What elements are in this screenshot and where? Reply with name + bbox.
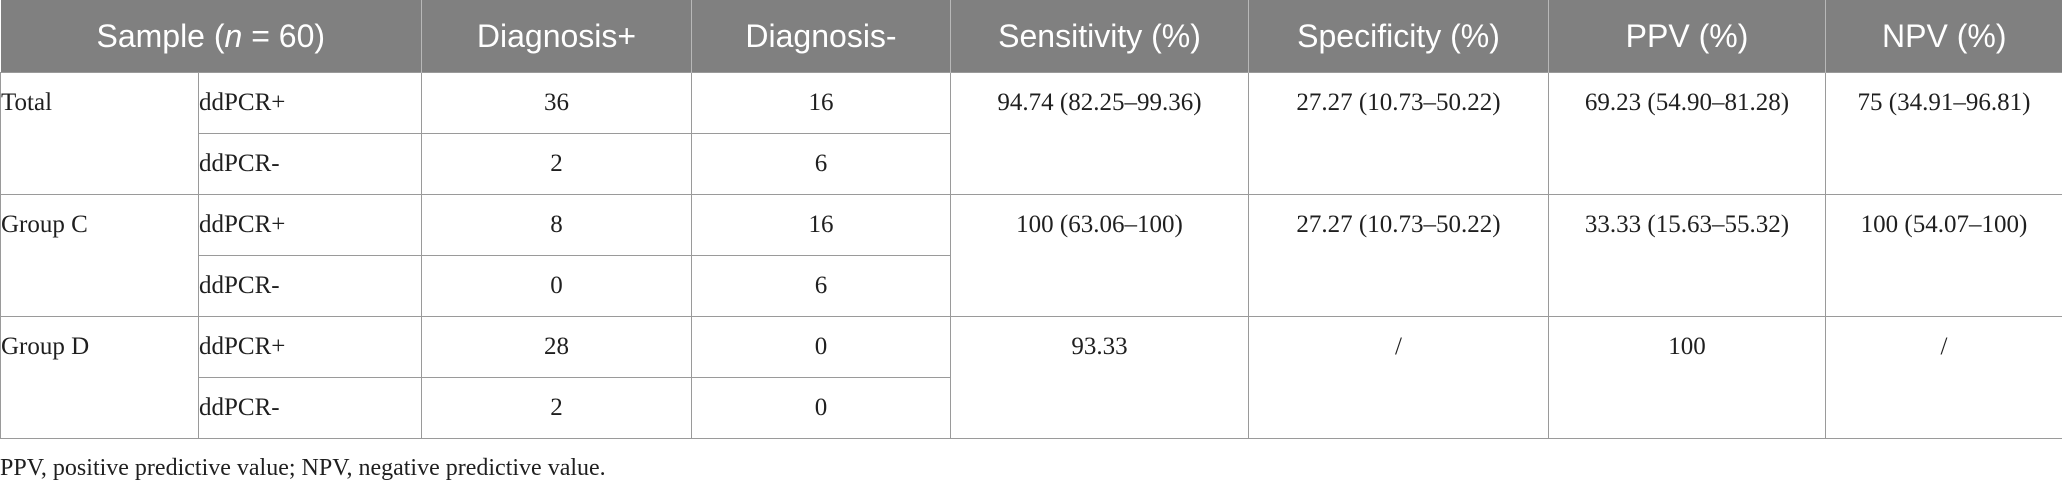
cell-diagnosis-negative: 0	[691, 316, 951, 378]
header-diagnosis-negative: Diagnosis-	[691, 0, 951, 73]
cell-diagnosis-positive: 36	[421, 72, 692, 134]
cell-npv: /	[1825, 316, 2062, 439]
cell-specificity: /	[1248, 316, 1549, 439]
header-specificity: Specificity (%)	[1248, 0, 1549, 73]
header-sample-suffix: = 60)	[242, 17, 326, 54]
cell-npv: 100 (54.07–100)	[1825, 194, 2062, 317]
cell-diagnosis-negative: 6	[691, 133, 951, 195]
table-row: Total ddPCR+ 36 16 94.74 (82.25–99.36) 2…	[0, 72, 2062, 195]
cell-diagnosis-negative: 16	[691, 72, 951, 134]
cell-npv: 75 (34.91–96.81)	[1825, 72, 2062, 195]
row-label: ddPCR-	[198, 255, 422, 317]
table-row: ddPCR- 0 6	[1, 255, 2062, 317]
row-label: ddPCR+	[198, 194, 422, 256]
header-row: Sample (n = 60) Diagnosis+ Diagnosis- Se…	[0, 0, 2062, 73]
cell-diagnosis-negative: 6	[691, 255, 951, 317]
cell-sensitivity: 93.33	[950, 316, 1249, 439]
cell-specificity: 27.27 (10.73–50.22)	[1248, 72, 1549, 195]
cell-diagnosis-positive: 8	[421, 194, 692, 256]
group-name: Total	[0, 72, 199, 195]
cell-ppv: 33.33 (15.63–55.32)	[1548, 194, 1826, 317]
cell-specificity: 27.27 (10.73–50.22)	[1248, 194, 1549, 317]
header-sample-n: n	[224, 17, 243, 54]
row-label: ddPCR-	[198, 133, 422, 195]
group-name: Group D	[0, 316, 199, 439]
row-label: ddPCR-	[198, 377, 422, 439]
group-name: Group C	[0, 194, 199, 317]
header-ppv: PPV (%)	[1548, 0, 1826, 73]
table-row: ddPCR- 2 0	[1, 377, 2062, 439]
cell-diagnosis-negative: 16	[691, 194, 951, 256]
header-sensitivity: Sensitivity (%)	[950, 0, 1249, 73]
row-label: ddPCR+	[198, 316, 422, 378]
cell-diagnosis-negative: 0	[691, 377, 951, 439]
table-footnote: PPV, positive predictive value; NPV, neg…	[0, 455, 606, 481]
header-sample-prefix: Sample (	[96, 17, 225, 54]
cell-diagnosis-positive: 28	[421, 316, 692, 378]
cell-diagnosis-positive: 0	[421, 255, 692, 317]
cell-ppv: 100	[1548, 316, 1826, 439]
row-label: ddPCR+	[198, 72, 422, 134]
cell-sensitivity: 100 (63.06–100)	[950, 194, 1249, 317]
cell-ppv: 69.23 (54.90–81.28)	[1548, 72, 1826, 195]
header-sample: Sample (n = 60)	[0, 0, 422, 73]
table-row: Group D ddPCR+ 28 0 93.33 / 100 /	[0, 316, 2062, 439]
results-table: Sample (n = 60) Diagnosis+ Diagnosis- Se…	[0, 0, 2062, 439]
table-row: ddPCR- 2 6	[1, 133, 2062, 195]
table-row: Group C ddPCR+ 8 16 100 (63.06–100) 27.2…	[0, 194, 2062, 317]
cell-diagnosis-positive: 2	[421, 133, 692, 195]
cell-sensitivity: 94.74 (82.25–99.36)	[950, 72, 1249, 195]
cell-diagnosis-positive: 2	[421, 377, 692, 439]
header-diagnosis-positive: Diagnosis+	[421, 0, 692, 73]
header-npv: NPV (%)	[1825, 0, 2062, 73]
